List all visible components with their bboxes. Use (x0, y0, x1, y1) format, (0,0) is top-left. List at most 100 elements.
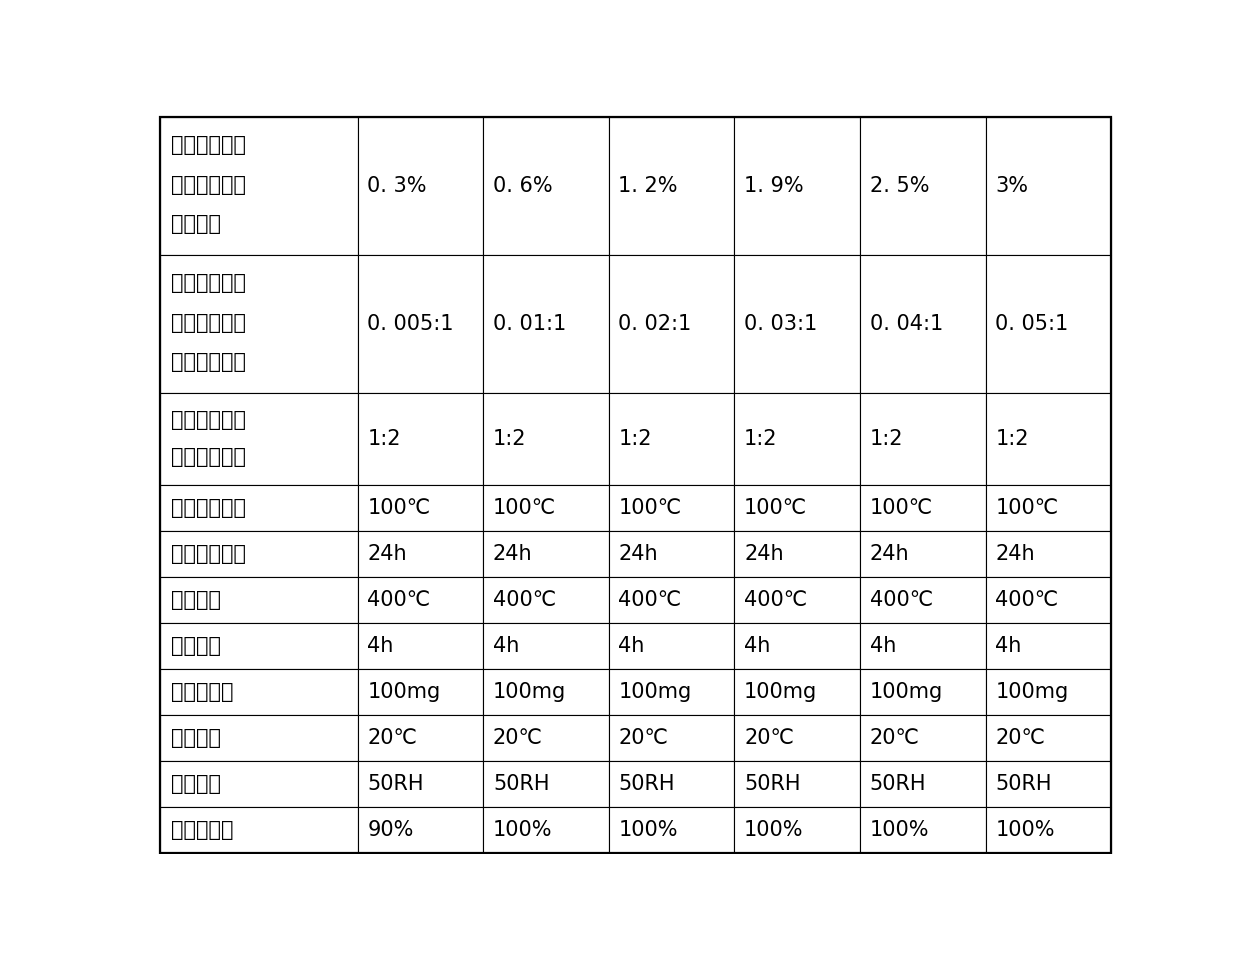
Text: 24h: 24h (367, 543, 407, 564)
Bar (357, 807, 484, 852)
Text: 100℃: 100℃ (619, 498, 682, 517)
Text: 高锰酸钾与草: 高锰酸钾与草 (171, 410, 247, 430)
Bar (861, 623, 986, 669)
Bar (357, 577, 484, 623)
Bar (986, 807, 1111, 852)
Bar (734, 715, 861, 761)
Bar (160, 254, 357, 393)
Text: 20℃: 20℃ (996, 728, 1045, 748)
Text: 100%: 100% (744, 820, 804, 840)
Text: 100mg: 100mg (744, 682, 817, 702)
Text: 20℃: 20℃ (367, 728, 418, 748)
Text: 贵金属元素占: 贵金属元素占 (171, 135, 247, 156)
Text: 50RH: 50RH (619, 774, 675, 794)
Bar (484, 531, 609, 577)
Text: 1. 9%: 1. 9% (744, 176, 804, 196)
Text: 4h: 4h (619, 636, 645, 656)
Text: 100%: 100% (619, 820, 678, 840)
Text: 24h: 24h (869, 543, 909, 564)
Text: 100%: 100% (869, 820, 929, 840)
Text: 0. 6%: 0. 6% (492, 176, 553, 196)
Bar (861, 761, 986, 807)
Bar (734, 485, 861, 531)
Bar (734, 623, 861, 669)
Text: 0. 03:1: 0. 03:1 (744, 314, 817, 334)
Bar (986, 761, 1111, 807)
Bar (160, 393, 357, 485)
Bar (861, 117, 986, 254)
Text: 4h: 4h (744, 636, 770, 656)
Bar (484, 761, 609, 807)
Bar (861, 531, 986, 577)
Text: 400℃: 400℃ (996, 589, 1059, 610)
Text: 4h: 4h (367, 636, 393, 656)
Text: 的百分数: 的百分数 (171, 214, 221, 234)
Bar (734, 531, 861, 577)
Bar (484, 393, 609, 485)
Bar (357, 531, 484, 577)
Text: 400℃: 400℃ (367, 589, 430, 610)
Text: 1:2: 1:2 (492, 429, 527, 448)
Bar (357, 117, 484, 254)
Bar (861, 254, 986, 393)
Text: 1:2: 1:2 (744, 429, 777, 448)
Text: 24h: 24h (492, 543, 532, 564)
Text: 还原温度: 还原温度 (171, 589, 221, 610)
Bar (160, 669, 357, 715)
Bar (861, 577, 986, 623)
Bar (861, 669, 986, 715)
Text: 4h: 4h (996, 636, 1022, 656)
Text: 100mg: 100mg (619, 682, 692, 702)
Bar (357, 485, 484, 531)
Text: 50RH: 50RH (367, 774, 424, 794)
Bar (160, 117, 357, 254)
Bar (609, 669, 734, 715)
Text: 0. 01:1: 0. 01:1 (492, 314, 567, 334)
Bar (357, 669, 484, 715)
Text: 20℃: 20℃ (869, 728, 920, 748)
Text: 100%: 100% (996, 820, 1055, 840)
Text: 100mg: 100mg (996, 682, 1069, 702)
Text: 催化剂用量: 催化剂用量 (171, 682, 234, 702)
Text: 4h: 4h (869, 636, 897, 656)
Text: 1:2: 1:2 (996, 429, 1029, 448)
Text: 甲醛转化率: 甲醛转化率 (171, 820, 234, 840)
Bar (861, 393, 986, 485)
Bar (734, 117, 861, 254)
Text: 100mg: 100mg (492, 682, 567, 702)
Bar (160, 715, 357, 761)
Bar (160, 623, 357, 669)
Text: 100℃: 100℃ (869, 498, 932, 517)
Text: 2. 5%: 2. 5% (869, 176, 929, 196)
Text: 20℃: 20℃ (744, 728, 794, 748)
Bar (609, 531, 734, 577)
Text: 水热反应时间: 水热反应时间 (171, 543, 247, 564)
Bar (734, 669, 861, 715)
Bar (484, 117, 609, 254)
Text: 0. 005:1: 0. 005:1 (367, 314, 454, 334)
Bar (986, 254, 1111, 393)
Text: 水热反应温度: 水热反应温度 (171, 498, 247, 517)
Bar (160, 531, 357, 577)
Text: 0. 02:1: 0. 02:1 (619, 314, 692, 334)
Text: 100mg: 100mg (869, 682, 942, 702)
Text: 硝酸银中的银: 硝酸银中的银 (171, 274, 247, 294)
Bar (986, 531, 1111, 577)
Bar (160, 761, 357, 807)
Text: 还原时间: 还原时间 (171, 636, 221, 656)
Bar (609, 761, 734, 807)
Text: 400℃: 400℃ (619, 589, 682, 610)
Bar (609, 117, 734, 254)
Bar (160, 807, 357, 852)
Text: 1:2: 1:2 (367, 429, 401, 448)
Text: 0. 3%: 0. 3% (367, 176, 427, 196)
Bar (357, 761, 484, 807)
Text: 4h: 4h (492, 636, 520, 656)
Bar (734, 761, 861, 807)
Text: 50RH: 50RH (996, 774, 1052, 794)
Bar (357, 254, 484, 393)
Bar (609, 393, 734, 485)
Bar (357, 715, 484, 761)
Bar (484, 669, 609, 715)
Bar (609, 485, 734, 531)
